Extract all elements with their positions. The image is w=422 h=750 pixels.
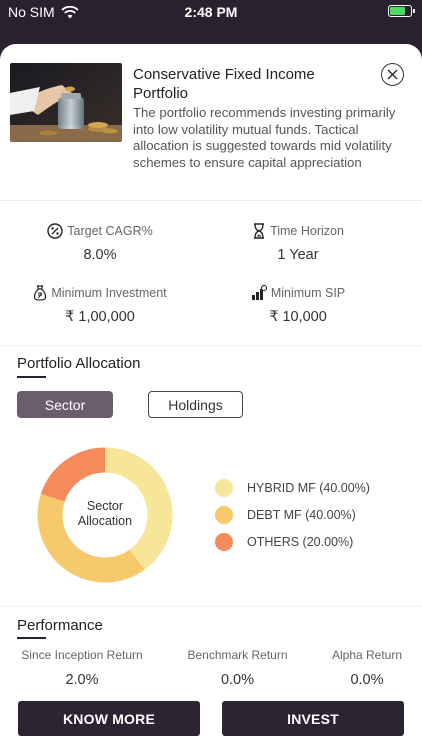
tab-holdings[interactable]: Holdings [148, 391, 243, 418]
metric-label: Target CAGR% [67, 224, 153, 238]
metric-target-cagr: Target CAGR% 8.0% [0, 223, 200, 263]
carrier-label: No SIM [8, 4, 55, 20]
performance-title-underline [17, 637, 46, 639]
portfolio-image [10, 63, 122, 142]
hourglass-icon [254, 223, 265, 239]
portfolio-header: Conservative Fixed Income Portfolio The … [0, 44, 422, 201]
metric-value: 8.0% [83, 247, 117, 263]
legend-label: DEBT MF (40.00%) [247, 508, 356, 522]
status-time: 2:48 PM [184, 4, 238, 20]
donut-slice-others [37, 447, 173, 583]
metric-time-horizon: Time Horizon 1 Year [198, 223, 398, 263]
chart-coin-icon [251, 285, 267, 300]
legend-dot [215, 533, 233, 551]
perf-value: 2.0% [65, 672, 99, 688]
legend-dot [215, 506, 233, 524]
status-bar: No SIM 2:48 PM [0, 0, 422, 26]
performance-divider [0, 606, 422, 607]
metric-value: ₹ 1,00,000 [65, 309, 135, 325]
percent-icon [47, 223, 63, 239]
portfolio-description: The portfolio recommends investing prima… [133, 105, 396, 170]
metric-minimum-sip: Minimum SIP ₹ 10,000 [198, 285, 398, 325]
donut-slice-debt [37, 447, 173, 583]
legend-item-debt-mf: DEBT MF (40.00%) [215, 506, 356, 524]
performance-alpha: Alpha Return 0.0% [326, 648, 408, 688]
perf-label: Benchmark Return [187, 648, 288, 662]
performance-benchmark: Benchmark Return 0.0% [181, 648, 294, 688]
performance-since-inception: Since Inception Return 2.0% [17, 648, 147, 688]
metric-label: Time Horizon [270, 224, 344, 238]
tab-sector[interactable]: Sector [17, 391, 113, 418]
donut-center-label: Sector Allocation [37, 499, 173, 529]
close-icon [387, 69, 398, 80]
portfolio-title: Conservative Fixed Income Portfolio [133, 66, 315, 102]
donut-label-line2: Allocation [77, 514, 133, 528]
perf-value: 0.0% [350, 672, 384, 688]
legend-item-others: OTHERS (20.00%) [215, 533, 353, 551]
money-bag-icon [34, 285, 47, 301]
close-button[interactable] [381, 63, 404, 86]
legend-item-hybrid-mf: HYBRID MF (40.00%) [215, 479, 370, 497]
performance-title: Performance [17, 617, 103, 634]
allocation-title-underline [17, 376, 46, 378]
perf-label: Since Inception Return [21, 648, 143, 662]
portfolio-metrics: Target CAGR% 8.0% Time Horizon 1 Year [0, 201, 422, 346]
allocation-title: Portfolio Allocation [17, 355, 141, 372]
invest-button[interactable]: INVEST [222, 701, 404, 736]
legend-dot [215, 479, 233, 497]
donut-label-line1: Sector [86, 499, 124, 513]
metric-minimum-investment: Minimum Investment ₹ 1,00,000 [0, 285, 200, 325]
metric-label: Minimum Investment [51, 286, 167, 300]
metric-value: 1 Year [277, 247, 319, 263]
portfolio-detail-sheet: Conservative Fixed Income Portfolio The … [0, 44, 422, 750]
sector-allocation-donut [37, 447, 173, 583]
know-more-button[interactable]: KNOW MORE [18, 701, 200, 736]
status-left: No SIM [8, 4, 79, 20]
legend-label: HYBRID MF (40.00%) [247, 481, 370, 495]
perf-value: 0.0% [220, 672, 255, 688]
metric-label: Minimum SIP [270, 286, 346, 300]
battery-icon [388, 5, 415, 17]
wifi-icon [61, 5, 79, 18]
legend-label: OTHERS (20.00%) [247, 535, 354, 549]
metric-value: ₹ 10,000 [269, 309, 327, 325]
perf-label: Alpha Return [331, 648, 403, 662]
